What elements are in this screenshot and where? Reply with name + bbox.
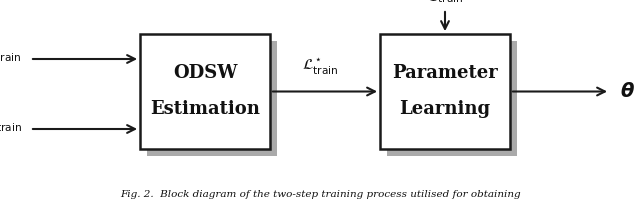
Bar	[387, 41, 517, 156]
Bar	[380, 34, 510, 149]
Text: Learning: Learning	[399, 101, 491, 119]
Text: ODSW: ODSW	[173, 64, 237, 82]
Text: $\mathcal{Z}_{\mathrm{train}}$: $\mathcal{Z}_{\mathrm{train}}$	[426, 0, 464, 5]
Bar	[140, 34, 270, 149]
Bar	[147, 41, 277, 156]
Text: Estimation: Estimation	[150, 101, 260, 119]
Text: $\mathcal{L}^\star_{\mathrm{train}}$: $\mathcal{L}^\star_{\mathrm{train}}$	[301, 56, 339, 76]
Text: $\mathcal{Y}_{\mathrm{train}}$: $\mathcal{Y}_{\mathrm{train}}$	[0, 116, 22, 134]
Text: Parameter: Parameter	[392, 64, 498, 82]
Text: $\mathcal{X}_{\mathrm{train}}$: $\mathcal{X}_{\mathrm{train}}$	[0, 46, 22, 64]
Text: $\boldsymbol{\theta}$: $\boldsymbol{\theta}$	[620, 82, 635, 101]
Text: Fig. 2.  Block diagram of the two-step training process utilised for obtaining: Fig. 2. Block diagram of the two-step tr…	[120, 190, 520, 199]
